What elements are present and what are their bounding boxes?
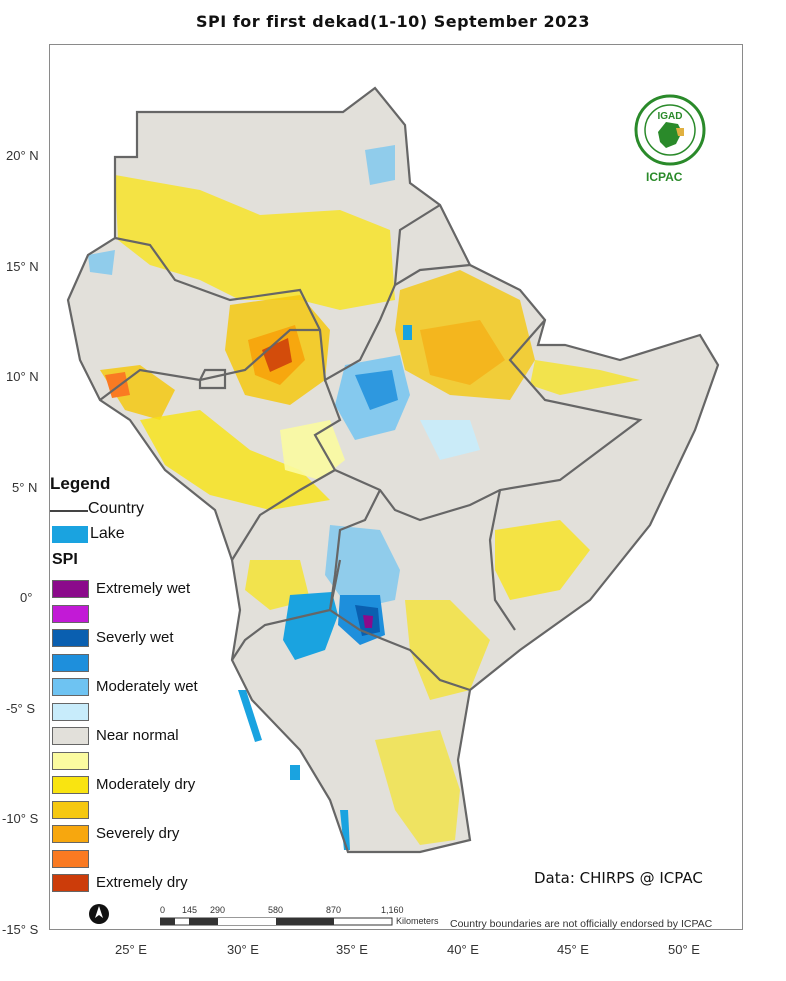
scale-tick-580: 580 <box>268 905 284 915</box>
spi-swatch <box>52 678 89 696</box>
lon-label-30e: 30° E <box>227 942 259 957</box>
lon-label-50e: 50° E <box>668 942 700 957</box>
lon-label-45e: 45° E <box>557 942 589 957</box>
lat-label-5s: -5° S <box>6 701 36 716</box>
spi-swatch <box>52 776 89 794</box>
lat-label-10s: -10° S <box>2 811 39 826</box>
spi-swatch <box>52 849 89 868</box>
legend-heading: Legend <box>50 474 111 493</box>
scale-bar <box>160 917 393 926</box>
lat-label-20n: 20° N <box>6 148 39 163</box>
igad-icpac-logo: IGAD <box>634 94 706 166</box>
lat-label-0: 0° <box>20 590 33 605</box>
scale-tick-870: 870 <box>326 905 342 915</box>
lon-label-25e: 25° E <box>115 942 147 957</box>
dry-areas <box>100 175 640 845</box>
spi-swatch <box>52 702 89 721</box>
lat-label-10n: 10° N <box>6 369 39 384</box>
legend-country-label: Country <box>88 500 145 517</box>
spi-swatch-label: Severly wet <box>96 629 174 646</box>
spi-swatch <box>52 727 89 745</box>
scale-tick-290: 290 <box>210 905 226 915</box>
spi-swatch <box>52 751 89 770</box>
spi-swatch <box>52 653 89 672</box>
lon-label-40e: 40° E <box>447 942 479 957</box>
legend-lake-swatch <box>52 526 88 543</box>
country-borders <box>66 86 720 854</box>
logo-icpac-text: ICPAC <box>646 170 683 184</box>
north-arrow-icon <box>89 904 109 924</box>
scale-tick-145: 145 <box>182 905 198 915</box>
spi-swatch <box>52 825 89 843</box>
scale-tick-1160: 1,160 <box>381 905 404 915</box>
lakes <box>238 325 412 850</box>
lat-label-15n: 15° N <box>6 259 39 274</box>
spi-swatch <box>52 874 89 892</box>
spi-swatch-label: Moderately wet <box>96 678 198 695</box>
spi-swatch-label: Moderately dry <box>96 776 196 793</box>
legend-spi-heading: SPI <box>52 551 78 568</box>
legend-lake-label: Lake <box>90 525 125 542</box>
spi-swatch <box>52 800 89 819</box>
spi-swatch <box>52 604 89 623</box>
map-title: SPI for first dekad(1-10) September 2023 <box>196 12 590 31</box>
scale-unit: Kilometers <box>396 916 439 926</box>
spi-swatch-label: Near normal <box>96 727 179 744</box>
map-frame <box>49 44 743 930</box>
boundary-disclaimer: Country boundaries are not officially en… <box>450 918 713 930</box>
legend-country-line <box>50 510 88 512</box>
data-credit: Data: CHIRPS @ ICPAC <box>534 869 703 887</box>
wet-areas <box>88 145 480 645</box>
scale-tick-0: 0 <box>160 905 166 915</box>
spi-swatch <box>52 629 89 647</box>
lat-label-5n: 5° N <box>12 480 38 495</box>
lat-label-15s: -15° S <box>2 922 39 937</box>
spi-swatch <box>52 580 89 598</box>
logo-igad-text: IGAD <box>658 111 683 122</box>
spi-swatch-label: Extremely dry <box>96 874 188 891</box>
spi-swatch-label: Extremely wet <box>96 580 191 597</box>
lon-label-35e: 35° E <box>336 942 368 957</box>
spi-swatch-label: Severely dry <box>96 825 180 842</box>
